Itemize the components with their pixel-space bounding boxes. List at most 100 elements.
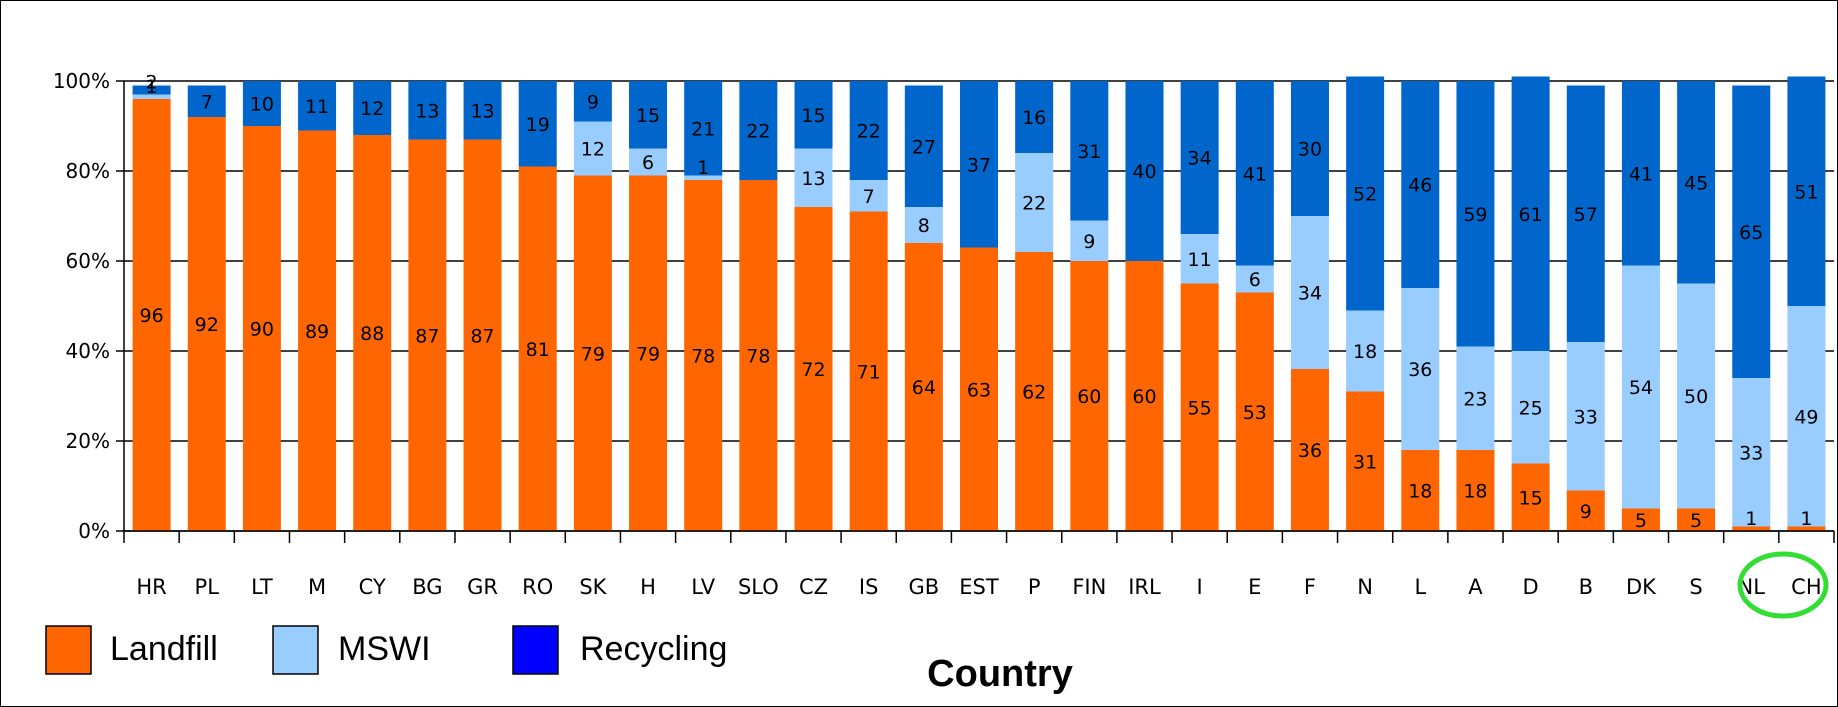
data-label-mswi: 1 [697, 157, 709, 179]
data-label-landfill: 55 [1188, 397, 1212, 419]
bar-segment-mswi [1346, 310, 1385, 392]
bar-segment-landfill [684, 180, 723, 531]
data-label-landfill: 62 [1022, 382, 1046, 404]
bar-segment-landfill [1787, 526, 1826, 531]
bar-segment-recycling [1070, 81, 1109, 221]
bar-segment-landfill [794, 207, 833, 531]
x-tick-label: PL [195, 575, 220, 599]
data-label-recycling: 10 [250, 94, 274, 116]
bar-segment-mswi [794, 148, 833, 207]
bar-segment-mswi [629, 148, 668, 176]
x-tick-label: FIN [1072, 575, 1106, 599]
bar-segment-landfill [518, 166, 557, 531]
data-label-landfill: 15 [1519, 487, 1543, 509]
data-label-landfill: 72 [801, 359, 825, 381]
bar-segment-mswi [684, 175, 723, 180]
x-tick-label: I [1197, 575, 1203, 599]
bar-segment-mswi [1677, 283, 1716, 509]
bar-segment-landfill [1235, 292, 1274, 531]
data-label-landfill: 5 [1690, 510, 1702, 532]
bar-segment-recycling [1621, 81, 1660, 266]
data-label-landfill: 79 [581, 343, 605, 365]
bar-segment-recycling [1180, 81, 1219, 234]
data-label-mswi: 36 [1408, 359, 1432, 381]
data-label-recycling: 22 [857, 121, 881, 143]
data-label-recycling: 30 [1298, 139, 1322, 161]
data-label-mswi: 6 [642, 152, 654, 174]
bar-segment-mswi [1401, 288, 1440, 450]
y-tick-label: 20% [66, 429, 110, 453]
data-label-mswi: 33 [1574, 406, 1598, 428]
axis-layer: 0%20%40%60%80%100%HR PL LT M CY BG GR RO SK H LV SL… [53, 69, 1835, 599]
bar-segment-recycling [794, 81, 833, 149]
bars-layer [132, 76, 1826, 531]
bar-segment-recycling [904, 85, 943, 207]
bar-segment-mswi [1070, 220, 1109, 261]
x-tick-label: IRL [1128, 575, 1161, 599]
legend: Landfill MSWI Recycling [45, 625, 727, 675]
data-label-mswi: 8 [918, 215, 930, 237]
x-tick-label: HR [136, 575, 166, 599]
bar-segment-recycling [353, 81, 392, 135]
data-label-recycling: 27 [912, 136, 936, 158]
bar-segment-landfill [1180, 283, 1219, 531]
bar-segment-landfill [1621, 508, 1660, 531]
legend-label-mswi: MSWI [338, 630, 431, 668]
data-label-mswi: 33 [1739, 442, 1763, 464]
data-label-recycling: 11 [305, 96, 329, 118]
data-label-landfill: 1 [1745, 508, 1757, 530]
bar-segment-landfill [960, 247, 998, 531]
bar-segment-recycling [1456, 81, 1495, 347]
data-label-recycling: 21 [691, 118, 715, 140]
highlight-circle [1737, 551, 1829, 619]
x-tick-label: H [640, 575, 656, 599]
data-label-mswi: 6 [1249, 269, 1261, 291]
bar-segment-landfill [739, 180, 778, 531]
bar-segment-mswi [132, 94, 171, 99]
x-tick-label: GR [467, 575, 498, 599]
bar-segment-mswi [1511, 351, 1550, 464]
x-tick-label: BG [412, 575, 442, 599]
bar-segment-landfill [1401, 450, 1440, 531]
bar-segment-recycling [684, 81, 723, 176]
data-label-landfill: 79 [636, 343, 660, 365]
bar-segment-recycling [573, 81, 612, 122]
data-label-recycling: 41 [1243, 163, 1267, 185]
bar-segment-recycling [187, 85, 226, 117]
data-label-recycling: 45 [1684, 172, 1708, 194]
bar-segment-recycling [1235, 81, 1274, 266]
bar-segment-landfill [1511, 463, 1550, 531]
x-tick-label: B [1579, 575, 1593, 599]
data-label-recycling: 46 [1408, 175, 1432, 197]
bar-segment-landfill [242, 126, 281, 531]
data-label-mswi: 23 [1463, 388, 1487, 410]
bar-segment-landfill [132, 99, 171, 531]
x-tick-label: SK [579, 575, 607, 599]
bar-segment-landfill [463, 139, 502, 531]
bar-segment-mswi [1566, 342, 1605, 491]
data-label-mswi: 49 [1794, 406, 1818, 428]
data-label-landfill: 92 [195, 314, 219, 336]
bar-segment-landfill [573, 175, 612, 531]
x-tick-label: M [308, 575, 326, 599]
x-tick-label: E [1248, 575, 1261, 599]
legend-label-landfill: Landfill [110, 630, 218, 668]
bar-segment-recycling [629, 81, 668, 149]
data-label-landfill: 88 [360, 323, 384, 345]
bar-segment-recycling [739, 81, 778, 180]
bar-segment-landfill [1677, 508, 1716, 531]
data-label-recycling: 57 [1574, 204, 1598, 226]
data-label-recycling: 9 [587, 91, 599, 113]
x-tick-label: EST [959, 575, 999, 599]
data-label-recycling: 65 [1739, 222, 1763, 244]
bar-segment-recycling [298, 81, 337, 131]
x-tick-label: LT [251, 575, 273, 599]
data-label-landfill: 87 [470, 325, 494, 347]
y-tick-label: 40% [66, 339, 110, 363]
bar-segment-mswi [1621, 265, 1660, 509]
data-label-mswi: 12 [581, 139, 605, 161]
bar-segment-recycling [242, 81, 281, 126]
bar-segment-landfill [1456, 450, 1495, 531]
data-label-mswi: 25 [1519, 397, 1543, 419]
